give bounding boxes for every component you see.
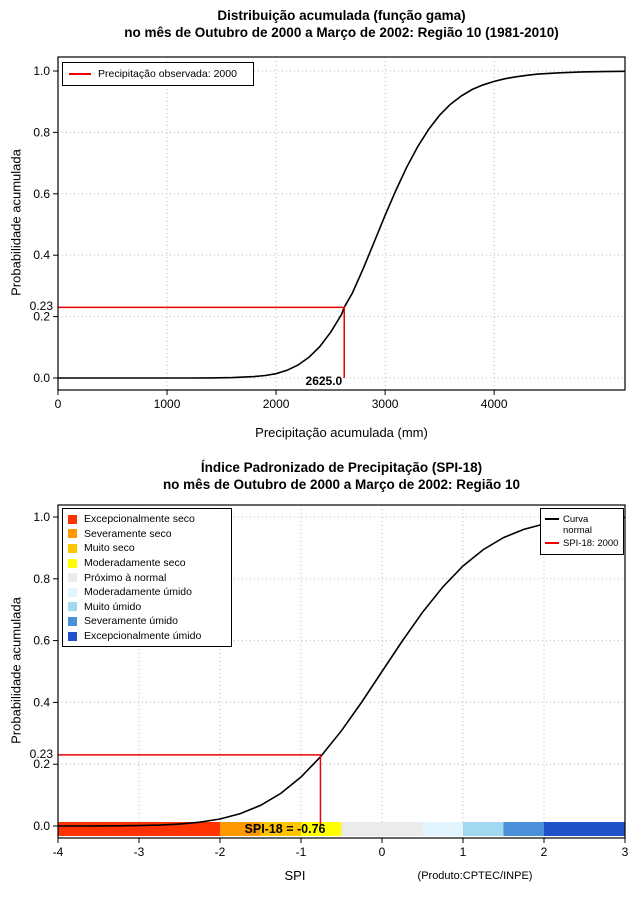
curve-gamma-cdf (58, 70, 626, 379)
x-tick-label: 1000 (154, 397, 181, 411)
spi-category-bar-segment (220, 822, 261, 836)
precipitation-value-annotation: 2625.0 (305, 374, 343, 388)
category-label: Muito seco (84, 542, 135, 555)
probability-annotation: 0.23 (29, 299, 53, 314)
y-tick-label: 1.0 (33, 64, 50, 78)
category-label: Moderadamente seco (84, 557, 186, 570)
legend-item: Muito seco (63, 541, 231, 556)
x-tick-label: -4 (53, 845, 64, 859)
category-label: Moderadamente úmido (84, 586, 192, 599)
chart-title: Distribuição acumulada (função gama) (217, 8, 466, 23)
y-tick-label: 0.8 (33, 125, 50, 139)
line-symbol (545, 542, 559, 544)
x-tick-label: 0 (379, 845, 386, 859)
plot-border (57, 56, 626, 391)
legend-item: Curva normal (545, 514, 619, 536)
y-tick-label: 0.2 (33, 757, 50, 771)
spi-category-bar-segment (58, 822, 220, 836)
legend-item: Moderadamente úmido (63, 585, 231, 600)
spi-category-bar-segment (503, 822, 544, 836)
category-swatch (68, 543, 77, 553)
category-label: Severamente úmido (84, 615, 178, 628)
spi-category-bar-segment (341, 822, 423, 836)
legend-label: SPI-18: 2000 (563, 538, 619, 549)
gamma-cdf-plot: 0 1000 2000 3000 4000 0.0 0.2 0.4 0.6 0.8 1.0 (33, 56, 626, 411)
chart-title: Índice Padronizado de Precipitação (SPI-… (200, 460, 483, 475)
gamma-cdf-chart: 0 1000 2000 3000 4000 0.0 0.2 0.4 0.6 0.8 1.0 Dist… (8, 8, 626, 440)
observed-value-marker (58, 306, 345, 378)
category-swatch (68, 616, 77, 626)
legend-item: Próximo à normal (63, 570, 231, 585)
y-axis-label: Probabilidade acumulada (8, 149, 24, 296)
category-label: Excepcionalmente seco (84, 513, 195, 526)
spi-category-bar-segment (463, 822, 504, 836)
x-tick-label: 0 (55, 397, 62, 411)
y-tick-label: 0.4 (33, 695, 50, 709)
x-axis-label: Precipitação acumulada (mm) (255, 425, 428, 440)
plot-border (57, 504, 626, 839)
spi-result-label: SPI-18 = -0.76 (244, 822, 326, 836)
category-swatch (68, 631, 77, 641)
category-swatch (68, 558, 77, 568)
category-label: Próximo à normal (84, 571, 167, 584)
y-tick-label: 0.0 (33, 371, 50, 385)
y-axis-label: Probabilidade acumulada (8, 597, 24, 744)
legend-item: Severamente seco (63, 527, 231, 542)
curve-legend: Curva normal SPI-18: 2000 (540, 508, 624, 555)
spi-cdf-plot: -4 -3 -2 -1 0 1 2 3 0.0 0.2 0.4 0.6 0.8 1.0 (33, 504, 629, 859)
credit-text: (Produto:CPTEC/INPE) (417, 870, 533, 882)
curve-normal-cdf (58, 516, 626, 827)
category-swatch (68, 587, 77, 597)
y-tick-label: 0.8 (33, 572, 50, 586)
category-label: Excepcionalmente úmido (84, 630, 202, 643)
spi-category-legend: Excepcionalmente seco Severamente seco Mui… (62, 508, 232, 648)
observed-value-marker (58, 754, 322, 826)
chart-subtitle: no mês de Outubro de 2000 a Março de 200… (124, 25, 559, 40)
category-swatch (68, 514, 77, 524)
legend-item: Muito úmido (63, 600, 231, 615)
legend-label: Precipitação observada: 2000 (98, 68, 237, 80)
legend-item: Severamente úmido (63, 614, 231, 629)
spi-category-bar-segment (422, 822, 463, 836)
x-tick-label: 3000 (372, 397, 399, 411)
legend-label: Curva normal (563, 514, 593, 536)
legend-item: Moderadamente seco (63, 556, 231, 571)
category-swatch (68, 529, 77, 539)
x-tick-label: -3 (134, 845, 145, 859)
y-tick-label: 0.0 (33, 819, 50, 833)
spi-cdf-chart: -4 -3 -2 -1 0 1 2 3 0.0 0.2 0.4 0.6 0.8 1.0 Índice Pa… (0, 455, 640, 900)
x-tick-label: 4000 (481, 397, 508, 411)
legend-item: Excepcionalmente úmido (63, 629, 231, 644)
category-swatch (68, 602, 77, 612)
y-tick-label: 0.2 (33, 310, 50, 324)
category-swatch (68, 573, 77, 583)
chart-subtitle: no mês de Outubro de 2000 a Março de 200… (162, 477, 521, 492)
spi-category-bar-segment (260, 822, 301, 836)
x-tick-label: -2 (215, 845, 226, 859)
legend-item: SPI-18: 2000 (545, 538, 619, 549)
category-label: Severamente seco (84, 527, 172, 540)
x-tick-label: 2 (541, 845, 548, 859)
line-symbol (545, 518, 559, 520)
observed-precip-line-symbol (69, 73, 91, 75)
x-tick-label: 2000 (263, 397, 290, 411)
legend-box: Precipitação observada: 2000 (62, 62, 254, 86)
y-tick-label: 0.4 (33, 248, 50, 262)
x-tick-label: 1 (460, 845, 467, 859)
probability-annotation: 0.23 (29, 746, 53, 761)
y-tick-label: 0.6 (33, 634, 50, 648)
spi-category-bar-segment (301, 822, 342, 836)
y-tick-label: 0.6 (33, 187, 50, 201)
spi-category-bar-segment (544, 822, 625, 836)
y-tick-label: 1.0 (33, 510, 50, 524)
x-tick-label: -1 (296, 845, 307, 859)
x-axis-label: SPI (284, 868, 306, 883)
legend-item: Excepcionalmente seco (63, 512, 231, 527)
x-tick-label: 3 (622, 845, 629, 859)
category-label: Muito úmido (84, 600, 142, 613)
